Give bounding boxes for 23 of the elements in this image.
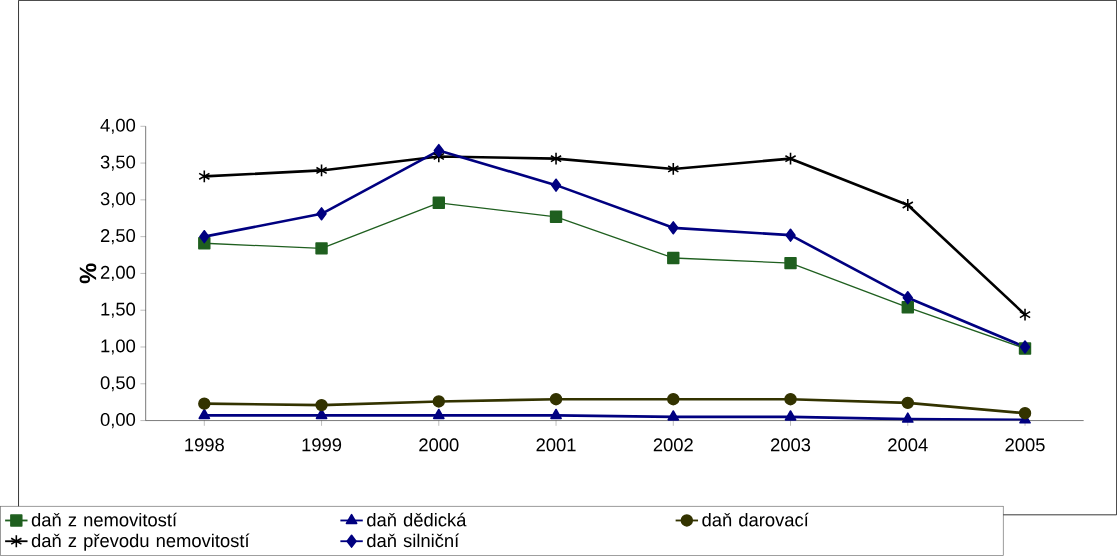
y-tick-label: 0,50 [100, 376, 136, 392]
legend-label: daň darovací [702, 512, 809, 527]
y-tick-label: 3,50 [100, 155, 136, 171]
y-tick-label: 4,00 [100, 118, 136, 134]
y-tick-label: 0,00 [100, 413, 136, 429]
legend-label: daň z nemovitostí [31, 512, 177, 527]
y-tick-label: 1,50 [101, 302, 136, 318]
y-tick-label: 2,50 [100, 229, 136, 245]
legend-label: daň silniční [367, 533, 460, 548]
x-tick-label: 2003 [771, 438, 811, 452]
x-tick-label: 2001 [536, 438, 576, 452]
x-tick-label: 1999 [302, 438, 342, 452]
y-tick-label: 2,00 [100, 265, 136, 282]
x-tick-label: 2004 [888, 438, 928, 452]
legend-label: daň z převodu nemovitostí [31, 533, 250, 551]
x-tick-label: 1998 [185, 438, 224, 452]
y-tick-label: 3,00 [100, 192, 136, 208]
x-tick-label: 2005 [1005, 438, 1045, 452]
x-tick-label: 2002 [653, 438, 693, 452]
legend-label: daň dědická [367, 512, 467, 527]
y-tick-label: 1,00 [101, 339, 136, 355]
x-tick-label: 2000 [419, 438, 459, 452]
y-axis-title: % [79, 263, 97, 284]
